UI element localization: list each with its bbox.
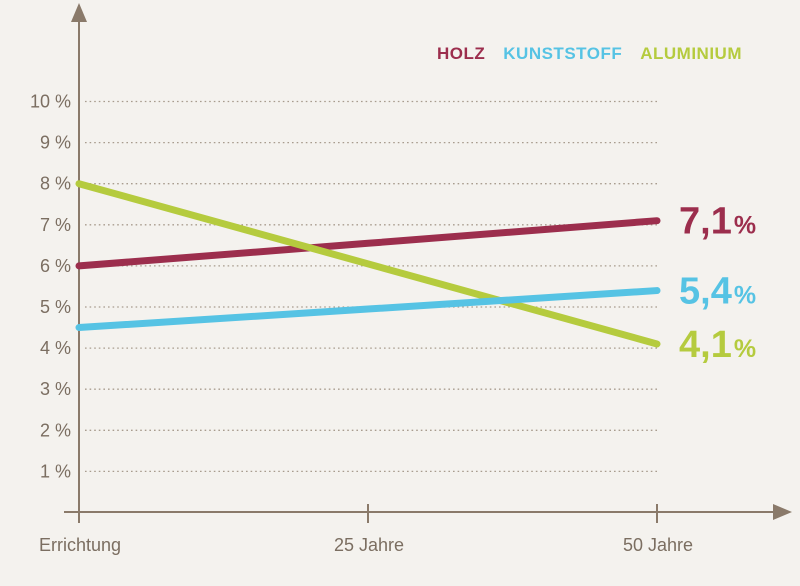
end-value-percent-sign: % — [734, 282, 756, 310]
end-value-percent-sign: % — [734, 212, 756, 240]
y-tick-label: 4 % — [40, 338, 71, 358]
series-line-kunststoff — [75, 287, 661, 332]
y-tick-label: 5 % — [40, 297, 71, 317]
end-value-label-aluminium: 4,1% — [679, 324, 756, 366]
y-tick-label: 7 % — [40, 215, 71, 235]
y-tick-label: 8 % — [40, 174, 71, 194]
end-value-label-kunststoff: 5,4% — [679, 271, 756, 313]
end-value-label-holz: 7,1% — [679, 201, 756, 243]
legend-item-aluminium: ALUMINIUM — [640, 44, 742, 63]
x-tick-label: 25 Jahre — [334, 535, 404, 555]
y-tick-label: 9 % — [40, 133, 71, 153]
legend-item-holz: HOLZ — [436, 44, 486, 63]
x-tick-label: 50 Jahre — [623, 535, 693, 555]
end-value-number: 5,4 — [679, 271, 732, 313]
x-tick-label: Errichtung — [39, 535, 121, 555]
x-axis-arrow — [773, 504, 792, 520]
series-line-holz — [75, 217, 661, 270]
end-value-percent-sign: % — [734, 335, 756, 363]
series-line-aluminium — [75, 180, 661, 348]
end-value-number: 4,1 — [679, 324, 732, 366]
y-axis-arrow — [71, 3, 87, 22]
y-tick-label: 6 % — [40, 256, 71, 276]
y-tick-label: 10 % — [30, 92, 71, 112]
y-tick-label: 2 % — [40, 420, 71, 440]
y-tick-label: 1 % — [40, 461, 71, 481]
legend-item-kunststoff: KUNSTSTOFF — [503, 44, 623, 63]
y-tick-label: 3 % — [40, 379, 71, 399]
end-value-number: 7,1 — [679, 201, 732, 243]
chart-legend: HOLZ KUNSTSTOFF ALUMINIUM — [437, 44, 742, 64]
